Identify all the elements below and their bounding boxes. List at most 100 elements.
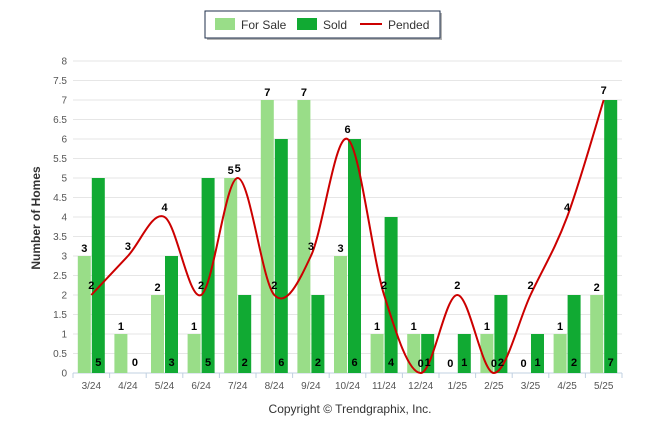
y-tick-label: 3 bbox=[61, 252, 67, 263]
label-pended: 3 bbox=[125, 241, 131, 253]
bar-for-sale bbox=[114, 334, 128, 373]
label-sold: 7 bbox=[608, 357, 614, 369]
y-tick-label: 1 bbox=[61, 330, 67, 341]
label-pended: 6 bbox=[344, 124, 350, 136]
y-tick-label: 0.5 bbox=[53, 349, 67, 360]
pended-line-group bbox=[90, 99, 605, 375]
bar-for-sale bbox=[480, 334, 494, 373]
label-for-sale: 0 bbox=[447, 358, 453, 370]
grid bbox=[72, 60, 623, 378]
label-sold: 4 bbox=[388, 357, 395, 369]
bar-for-sale bbox=[297, 100, 311, 373]
y-tick-label: 6 bbox=[61, 135, 67, 146]
label-sold: 5 bbox=[205, 357, 211, 369]
legend-swatch-sold bbox=[297, 18, 317, 30]
label-sold: 1 bbox=[425, 357, 431, 369]
label-sold: 2 bbox=[315, 357, 321, 369]
bar-sold bbox=[91, 178, 105, 373]
label-sold: 3 bbox=[168, 357, 174, 369]
y-tick-label: 1.5 bbox=[53, 310, 67, 321]
bar-sold bbox=[238, 295, 252, 373]
bar-sold bbox=[567, 295, 581, 373]
bar-sold bbox=[457, 334, 471, 373]
x-tick-label: 11/24 bbox=[372, 381, 397, 392]
label-for-sale: 2 bbox=[594, 282, 600, 294]
y-tick-label: 0 bbox=[61, 369, 67, 380]
x-ticks: 3/24 4/24 5/24 6/24 7/24 8/24 9/24 10/24 11/24 12… bbox=[82, 381, 614, 392]
x-tick-label: 4/24 bbox=[118, 381, 138, 392]
x-tick-label: 3/25 bbox=[521, 381, 541, 392]
bar-sold bbox=[201, 178, 215, 373]
copyright-footer: Copyright © Trendgraphix, Inc. bbox=[269, 402, 432, 416]
label-pended: 2 bbox=[271, 280, 277, 292]
label-for-sale: 1 bbox=[191, 321, 197, 333]
label-pended: 4 bbox=[161, 202, 168, 214]
bar-sold bbox=[311, 295, 325, 373]
y-tick-label: 5 bbox=[61, 174, 67, 185]
y-tick-label: 2 bbox=[61, 291, 67, 302]
label-pended: 2 bbox=[527, 280, 533, 292]
label-for-sale: 7 bbox=[264, 87, 270, 99]
bar-for-sale bbox=[260, 100, 274, 373]
x-tick-label: 8/24 bbox=[265, 381, 285, 392]
legend-label-pended: Pended bbox=[388, 18, 429, 32]
x-tick-label: 5/24 bbox=[155, 381, 175, 392]
bar-sold bbox=[421, 334, 435, 373]
legend-swatch-for-sale bbox=[215, 18, 235, 30]
label-for-sale: 1 bbox=[411, 321, 417, 333]
bar-sold bbox=[531, 334, 544, 373]
x-tick-label: 7/24 bbox=[228, 381, 248, 392]
bar-sold bbox=[604, 100, 618, 373]
label-sold: 2 bbox=[242, 357, 248, 369]
label-pended: 3 bbox=[308, 241, 314, 253]
label-pended: 4 bbox=[564, 202, 571, 214]
label-for-sale: 1 bbox=[374, 321, 380, 333]
y-axis-title: Number of Homes bbox=[29, 166, 43, 270]
label-pended: 5 bbox=[235, 163, 241, 175]
label-pended: 7 bbox=[601, 85, 607, 97]
label-pended: 0 bbox=[491, 358, 497, 370]
bar-sold bbox=[348, 139, 361, 373]
label-for-sale: 0 bbox=[520, 358, 526, 370]
bar-for-sale bbox=[334, 256, 347, 373]
y-ticks: 0 0.5 1 1.5 2 2.5 3 3.5 4 4.5 5 5.5 6 6.5 7 7.5 8 bbox=[53, 57, 67, 380]
bar-for-sale bbox=[224, 178, 238, 373]
x-tick-label: 12/24 bbox=[408, 381, 433, 392]
bar-for-sale bbox=[590, 295, 604, 373]
y-tick-label: 4 bbox=[61, 213, 67, 224]
label-sold: 6 bbox=[278, 357, 284, 369]
legend-label-for-sale: For Sale bbox=[241, 18, 287, 32]
bar-for-sale bbox=[187, 334, 201, 373]
label-for-sale: 1 bbox=[118, 321, 124, 333]
label-pended: 2 bbox=[88, 280, 94, 292]
legend-box bbox=[204, 10, 441, 39]
y-tick-label: 5.5 bbox=[53, 154, 67, 165]
label-for-sale: 3 bbox=[337, 243, 343, 255]
y-tick-label: 2.5 bbox=[53, 271, 67, 282]
label-for-sale: 1 bbox=[484, 321, 490, 333]
label-for-sale: 5 bbox=[228, 165, 234, 177]
label-for-sale: 7 bbox=[301, 87, 307, 99]
bar-sold bbox=[274, 139, 288, 373]
x-tick-label: 9/24 bbox=[301, 381, 321, 392]
label-sold: 6 bbox=[351, 357, 357, 369]
bar-for-sale bbox=[370, 334, 384, 373]
label-sold: 5 bbox=[95, 357, 101, 369]
label-for-sale: 2 bbox=[154, 282, 160, 294]
bar-for-sale bbox=[151, 295, 164, 373]
bar-sold bbox=[384, 217, 398, 373]
bar-for-sale bbox=[77, 256, 91, 373]
label-for-sale: 1 bbox=[557, 321, 563, 333]
bar-sold bbox=[165, 256, 178, 373]
x-tick-label: 6/24 bbox=[191, 381, 211, 392]
label-sold: 2 bbox=[571, 357, 577, 369]
x-tick-label: 4/25 bbox=[557, 381, 577, 392]
x-tick-label: 2/25 bbox=[484, 381, 504, 392]
y-tick-label: 6.5 bbox=[53, 115, 67, 126]
y-tick-label: 7.5 bbox=[53, 76, 67, 87]
label-sold: 1 bbox=[461, 357, 467, 369]
pended-line bbox=[90, 99, 605, 375]
y-tick-label: 8 bbox=[61, 57, 67, 68]
label-sold: 2 bbox=[498, 357, 504, 369]
